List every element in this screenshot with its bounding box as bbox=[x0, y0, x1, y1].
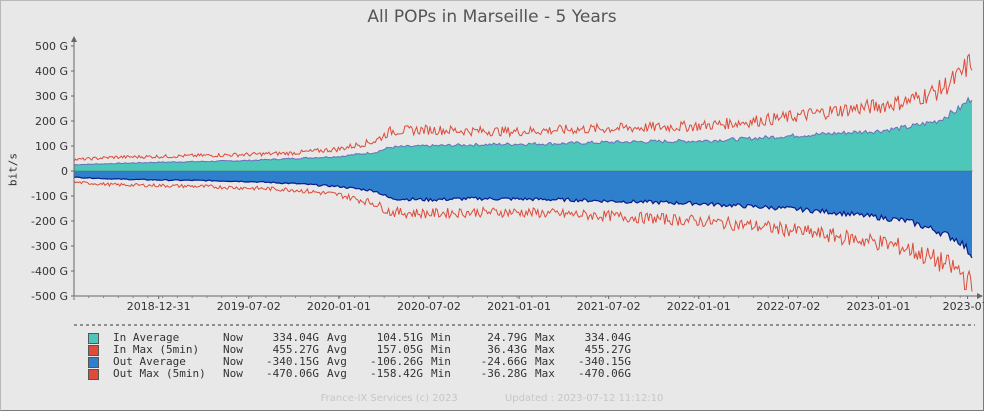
legend-now-label: Now bbox=[223, 331, 243, 344]
legend-swatch bbox=[88, 356, 99, 368]
legend-avg-value: 104.51G bbox=[376, 331, 423, 344]
legend-swatch bbox=[88, 332, 99, 344]
legend-now-value: -470.06G bbox=[266, 367, 319, 380]
legend-avg-label: Avg bbox=[327, 367, 347, 380]
legend-now-value: 334.04G bbox=[272, 331, 319, 344]
series-area-out-average bbox=[74, 171, 972, 258]
legend-row: Out Max (5min) Now -470.06G Avg -158.42G Min -… bbox=[88, 368, 639, 380]
legend-min-label: Min bbox=[431, 343, 451, 356]
x-tick-label: 2023-01-01 bbox=[847, 300, 911, 313]
series-line-in-average bbox=[73, 96, 973, 166]
chart-title: All POPs in Marseille - 5 Years bbox=[367, 7, 617, 27]
x-axis-ticks: 2018-12-31 2019-07-02 2020-01-01 2020-07-02… bbox=[73, 296, 984, 313]
legend-avg-label: Avg bbox=[327, 343, 347, 356]
y-axis-arrow bbox=[71, 36, 77, 42]
legend-max-label: Max bbox=[535, 343, 555, 356]
x-tick-label: 2021-01-01 bbox=[487, 300, 551, 313]
legend-series-name: Out Max (5min) bbox=[113, 367, 206, 380]
footer-copyright: France-IX Services (c) 2023 bbox=[320, 393, 458, 404]
y-tick-label: 500 G bbox=[35, 40, 68, 53]
legend-min-label: Min bbox=[431, 355, 451, 368]
y-tick-label: 100 G bbox=[35, 140, 68, 153]
y-tick-label: -100 G bbox=[31, 190, 68, 203]
series-line-out-average bbox=[73, 176, 973, 259]
footer: France-IX Services (c) 2023 Updated : 20… bbox=[0, 393, 984, 404]
legend-min-value: 24.79G bbox=[487, 331, 527, 344]
legend-min-value: -24.66G bbox=[480, 355, 527, 368]
legend-now-label: Now bbox=[223, 355, 243, 368]
legend-max-value: 334.04G bbox=[584, 331, 631, 344]
chart-areas bbox=[74, 97, 972, 258]
legend-min-value: -36.28G bbox=[480, 367, 527, 380]
x-tick-label: 2018-12-31 bbox=[127, 300, 191, 313]
legend-max-label: Max bbox=[535, 331, 555, 344]
legend-avg-label: Avg bbox=[327, 355, 347, 368]
x-tick-label: 2022-01-01 bbox=[667, 300, 731, 313]
legend-avg-value: -158.42G bbox=[370, 367, 423, 380]
x-tick-label: 2022-07-02 bbox=[756, 300, 820, 313]
y-tick-label: -500 G bbox=[31, 290, 68, 303]
series-line-out-max bbox=[73, 180, 973, 292]
legend-row: In Average Now 334.04G Avg 104.51G Min 24.79G M… bbox=[88, 332, 639, 344]
legend-now-value: -340.15G bbox=[266, 355, 319, 368]
y-axis-ticks: 500 G 400 G 300 G 200 G 100 G 0 -100 G -200 G -3… bbox=[31, 40, 74, 303]
legend-series-name: Out Average bbox=[113, 355, 186, 368]
legend: In Average Now 334.04G Avg 104.51G Min 24.79G M… bbox=[88, 332, 639, 380]
legend-max-value: -340.15G bbox=[578, 355, 631, 368]
legend-now-value: 455.27G bbox=[272, 343, 319, 356]
legend-avg-value: -106.26G bbox=[370, 355, 423, 368]
legend-avg-value: 157.05G bbox=[376, 343, 423, 356]
legend-row: In Max (5min) Now 455.27G Avg 157.05G Min 36.4… bbox=[88, 344, 639, 356]
y-tick-label: -200 G bbox=[31, 215, 68, 228]
legend-avg-label: Avg bbox=[327, 331, 347, 344]
legend-now-label: Now bbox=[223, 343, 243, 356]
legend-min-value: 36.43G bbox=[487, 343, 527, 356]
legend-series-name: In Max (5min) bbox=[113, 343, 200, 356]
y-tick-label: -300 G bbox=[31, 240, 68, 253]
legend-swatch bbox=[88, 344, 99, 356]
legend-swatch bbox=[88, 368, 99, 380]
series-area-in-average bbox=[74, 97, 972, 171]
legend-row: Out Average Now -340.15G Avg -106.26G Min -24.… bbox=[88, 356, 639, 368]
legend-min-label: Min bbox=[431, 331, 451, 344]
y-tick-label: 300 G bbox=[35, 90, 68, 103]
y-tick-label: -400 G bbox=[31, 265, 68, 278]
x-tick-label: 2021-07-02 bbox=[577, 300, 641, 313]
legend-max-label: Max bbox=[535, 355, 555, 368]
x-tick-label: 2019-07-02 bbox=[217, 300, 281, 313]
legend-max-value: -470.06G bbox=[578, 367, 631, 380]
chart-plot: 500 G 400 G 300 G 200 G 100 G 0 -100 G -200 G -3… bbox=[31, 36, 984, 326]
y-tick-label: 200 G bbox=[35, 115, 68, 128]
x-tick-label: 2020-01-01 bbox=[307, 300, 371, 313]
legend-min-label: Min bbox=[431, 367, 451, 380]
legend-max-value: 455.27G bbox=[584, 343, 631, 356]
legend-series-name: In Average bbox=[113, 331, 180, 344]
legend-max-label: Max bbox=[535, 367, 555, 380]
footer-updated: Updated : 2023-07-12 11:12:10 bbox=[504, 393, 664, 404]
y-tick-label: 400 G bbox=[35, 65, 68, 78]
series-line-in-max bbox=[73, 53, 973, 162]
x-axis-arrow bbox=[977, 293, 983, 299]
y-tick-label: 0 bbox=[61, 165, 68, 178]
x-tick-label: 2020-07-02 bbox=[397, 300, 461, 313]
legend-now-label: Now bbox=[223, 367, 243, 380]
x-tick-label: 2023-07- bbox=[943, 300, 984, 313]
chart-lines bbox=[73, 53, 973, 292]
